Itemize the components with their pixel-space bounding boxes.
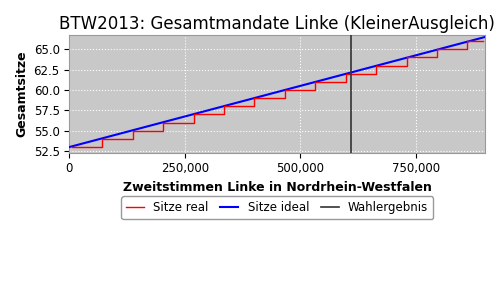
- Sitze real: [100, 137, 105, 141]
- Title: BTW2013: Gesamtmandate Linke (KleinerAusgleich): BTW2013: Gesamtmandate Linke (KleinerAus…: [60, 15, 495, 33]
- Sitze real: [190, 121, 196, 124]
- Sitze real: [221, 112, 227, 116]
- Sitze real: [373, 64, 379, 67]
- Legend: Sitze real, Sitze ideal, Wahlergebnis: Sitze real, Sitze ideal, Wahlergebnis: [122, 196, 433, 219]
- Sitze real: [343, 80, 349, 84]
- Sitze real: [282, 96, 288, 100]
- Sitze real: [480, 39, 486, 43]
- Sitze real: [252, 104, 258, 108]
- Sitze real: [68, 145, 74, 149]
- Sitze real: [100, 145, 105, 149]
- Sitze real: [343, 72, 349, 76]
- Sitze real: [312, 80, 318, 84]
- Sitze real: [130, 137, 136, 141]
- Sitze real: [252, 96, 258, 100]
- Sitze real: [221, 104, 227, 108]
- Sitze real: [282, 88, 288, 92]
- Sitze real: [434, 47, 440, 51]
- X-axis label: Zweitstimmen Linke in Nordrhein-Westfalen: Zweitstimmen Linke in Nordrhein-Westfale…: [123, 181, 432, 194]
- Sitze real: [434, 56, 440, 59]
- Sitze real: [312, 88, 318, 92]
- Sitze real: [464, 39, 470, 43]
- Sitze real: [160, 129, 166, 133]
- Line: Sitze real: Sitze real: [72, 41, 482, 147]
- Sitze real: [130, 129, 136, 133]
- Sitze real: [190, 112, 196, 116]
- Sitze real: [464, 47, 470, 51]
- Sitze real: [373, 72, 379, 76]
- Sitze real: [160, 121, 166, 124]
- Y-axis label: Gesamtsitze: Gesamtsitze: [15, 50, 28, 137]
- Sitze real: [404, 64, 409, 67]
- Sitze real: [404, 56, 409, 59]
- Sitze real: [68, 145, 74, 149]
